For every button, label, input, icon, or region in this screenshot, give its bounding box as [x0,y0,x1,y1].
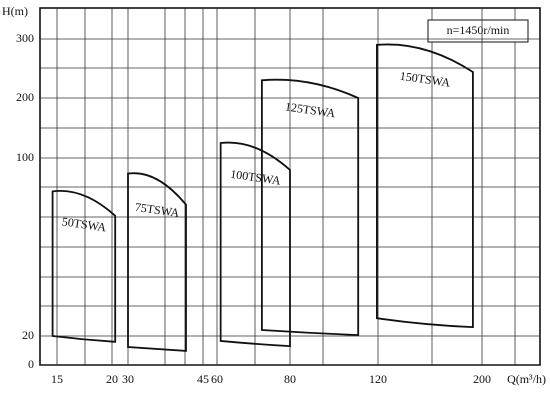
y-tick-label: 0 [28,357,34,371]
y-tick-label: 100 [16,150,34,164]
x-tick-label: 120 [369,372,387,386]
x-tick-label: 60 [211,372,223,386]
x-tick-label: 20 [106,372,118,386]
series-label: 125TSWA [284,99,336,120]
x-tick-label: 45 [197,372,209,386]
pump-region [51,189,117,343]
x-axis-label: Q(m³/h) [507,372,546,386]
y-tick-label: 300 [16,31,34,45]
x-tick-label: 200 [473,372,491,386]
y-tick-label: 20 [22,328,34,342]
pump-region [376,43,474,329]
x-tick-label: 15 [51,372,63,386]
pump-region [127,172,187,352]
pump-region [260,78,360,337]
x-tick-label: 30 [122,372,134,386]
pump-region [219,141,291,348]
y-axis-label: H(m) [2,4,28,18]
series-label: 50TSWA [61,214,108,234]
series-label: 100TSWA [229,167,281,188]
series-label: 75TSWA [134,200,181,220]
series-label: 150TSWA [399,69,451,90]
annotation-box [427,19,529,43]
y-tick-label: 200 [16,90,34,104]
x-tick-label: 80 [284,372,296,386]
annotation: n=1450r/min [447,23,510,37]
